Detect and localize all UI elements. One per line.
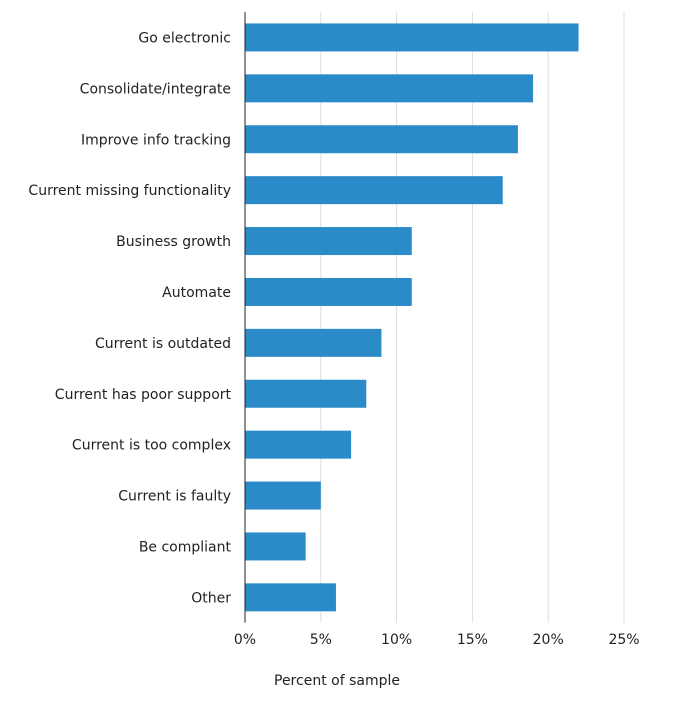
bar [245,125,518,154]
x-tick-label: 10% [381,632,412,648]
bar [245,277,412,306]
category-label: Business growth [116,234,231,250]
bar [245,74,534,103]
bar [245,583,336,612]
category-label: Go electronic [138,30,231,46]
bar [245,481,321,510]
x-tick-label: 15% [457,632,488,648]
category-labels: Go electronic Consolidate/integrate Improv… [28,30,231,606]
x-tick-label: 5% [310,632,332,648]
x-tick-labels: 0% 5% 10% 15% 20% 25% [234,632,640,648]
category-label: Automate [162,285,231,301]
bar [245,328,382,357]
bars [245,23,579,612]
category-label: Improve info tracking [81,132,231,148]
bar [245,430,352,459]
x-axis-title: Percent of sample [274,673,400,689]
bar [245,532,306,561]
bar [245,379,367,408]
category-label: Current is faulty [118,489,231,505]
x-tick-label: 25% [608,632,639,648]
category-label: Current missing functionality [28,183,231,199]
category-label: Be compliant [139,539,232,555]
category-label: Other [191,590,231,606]
category-label: Current has poor support [55,387,232,403]
category-label: Consolidate/integrate [80,81,231,97]
bar [245,176,503,205]
x-tick-label: 20% [533,632,564,648]
category-label: Current is too complex [72,438,231,454]
bar [245,227,412,256]
grid-lines [320,12,625,623]
x-tick-label: 0% [234,632,256,648]
category-label: Current is outdated [95,336,231,352]
bar [245,23,579,52]
